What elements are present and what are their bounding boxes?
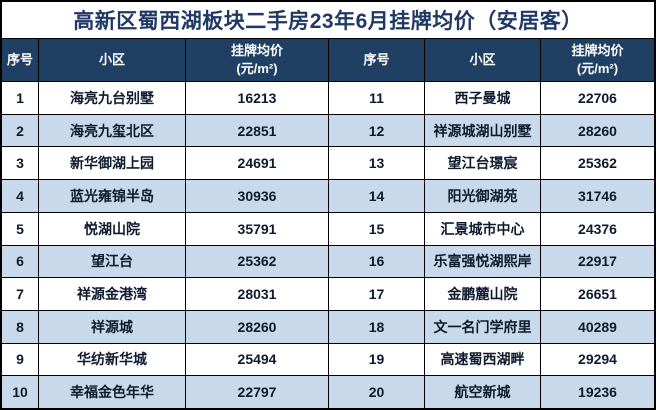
community-name: 望江台璟宸 xyxy=(424,146,540,180)
community-name: 祥源城 xyxy=(38,309,185,343)
price-value: 28260 xyxy=(185,309,328,343)
price-value: 25362 xyxy=(185,244,328,278)
row-number: 2 xyxy=(2,113,38,147)
table-row: 9 华纺新华城 25494 19 高速蜀西湖畔 29294 xyxy=(2,342,654,376)
row-number: 17 xyxy=(328,277,424,310)
header-price-line1: 挂牌均价 xyxy=(230,42,283,58)
price-value: 22917 xyxy=(540,244,654,278)
header-community-left: 小区 xyxy=(38,38,185,81)
row-number: 16 xyxy=(328,244,424,278)
row-number: 4 xyxy=(2,179,38,212)
community-name: 乐富强悦湖熙岸 xyxy=(424,244,540,278)
community-name: 高速蜀西湖畔 xyxy=(424,342,540,376)
community-name: 幸福金色年华 xyxy=(38,375,185,408)
price-value: 40289 xyxy=(540,309,654,343)
table-row: 7 祥源金港湾 28031 17 金鹏麓山院 26651 xyxy=(2,277,654,310)
row-number: 18 xyxy=(328,309,424,343)
row-number: 7 xyxy=(2,277,38,310)
table-row: 8 祥源城 28260 18 文一名门学府里 40289 xyxy=(2,309,654,343)
table-row: 1 海亮九台别墅 16213 11 西子曼城 22706 xyxy=(2,81,654,114)
price-value: 35791 xyxy=(185,211,328,245)
header-price-line2: (元/m²) xyxy=(576,61,619,76)
table-row: 2 海亮九玺北区 22851 12 祥源城湖山别墅 28260 xyxy=(2,113,654,147)
row-number: 11 xyxy=(328,81,424,114)
community-name: 祥源城湖山别墅 xyxy=(424,113,540,147)
header-price-line2: (元/m²) xyxy=(236,61,278,76)
price-value: 29294 xyxy=(540,342,654,376)
community-name: 阳光御湖苑 xyxy=(424,179,540,212)
header-price-left: 挂牌均价 (元/m²) xyxy=(185,38,328,81)
price-value: 28260 xyxy=(540,113,654,147)
row-number: 12 xyxy=(328,113,424,147)
community-name: 海亮九玺北区 xyxy=(38,113,185,147)
community-name: 悦湖山院 xyxy=(38,211,185,245)
price-value: 25494 xyxy=(185,342,328,376)
row-number: 3 xyxy=(2,146,38,180)
price-value: 22851 xyxy=(185,113,328,147)
community-name: 西子曼城 xyxy=(424,81,540,114)
community-name: 祥源金港湾 xyxy=(38,277,185,310)
price-value: 16213 xyxy=(185,81,328,114)
row-number: 1 xyxy=(2,81,38,114)
community-name: 航空新城 xyxy=(424,375,540,408)
price-value: 22706 xyxy=(540,81,654,114)
community-name: 新华御湖上园 xyxy=(38,146,185,180)
header-index-left: 序号 xyxy=(2,38,38,81)
price-value: 26651 xyxy=(540,277,654,310)
price-value: 25362 xyxy=(540,146,654,180)
header-index-right: 序号 xyxy=(328,38,424,81)
community-name: 海亮九台别墅 xyxy=(38,81,185,114)
row-number: 10 xyxy=(2,375,38,408)
header-price-line1: 挂牌均价 xyxy=(571,42,624,58)
community-name: 金鹏麓山院 xyxy=(424,277,540,310)
row-number: 19 xyxy=(328,342,424,376)
row-number: 9 xyxy=(2,342,38,376)
price-value: 30936 xyxy=(185,179,328,212)
price-value: 28031 xyxy=(185,277,328,310)
row-number: 15 xyxy=(328,211,424,245)
row-number: 8 xyxy=(2,309,38,343)
community-name: 望江台 xyxy=(38,244,185,278)
community-name: 汇景城市中心 xyxy=(424,211,540,245)
table-body: 1 海亮九台别墅 16213 11 西子曼城 22706 2 海亮九玺北区 22… xyxy=(2,81,654,408)
community-name: 蓝光雍锦半岛 xyxy=(38,179,185,212)
community-name: 华纺新华城 xyxy=(38,342,185,376)
table-row: 3 新华御湖上园 24691 13 望江台璟宸 25362 xyxy=(2,146,654,180)
table-row: 4 蓝光雍锦半岛 30936 14 阳光御湖苑 31746 xyxy=(2,179,654,212)
row-number: 13 xyxy=(328,146,424,180)
table-row: 10 幸福金色年华 22797 20 航空新城 19236 xyxy=(2,375,654,408)
table-row: 6 望江台 25362 16 乐富强悦湖熙岸 22917 xyxy=(2,244,654,278)
price-value: 24376 xyxy=(540,211,654,245)
row-number: 20 xyxy=(328,375,424,408)
row-number: 14 xyxy=(328,179,424,212)
price-value: 22797 xyxy=(185,375,328,408)
header-price-right: 挂牌均价 (元/m²) xyxy=(540,38,654,81)
price-value: 24691 xyxy=(185,146,328,180)
page-title: 高新区蜀西湖板块二手房23年6月挂牌均价（安居客） xyxy=(73,10,583,33)
row-number: 5 xyxy=(2,211,38,245)
table-row: 5 悦湖山院 35791 15 汇景城市中心 24376 xyxy=(2,211,654,245)
header-community-right: 小区 xyxy=(424,38,540,81)
community-name: 文一名门学府里 xyxy=(424,309,540,343)
table-header-row: 序号 小区 挂牌均价 (元/m²) 序号 小区 挂牌均价 (元/m²) xyxy=(2,38,654,81)
price-value: 19236 xyxy=(540,375,654,408)
row-number: 6 xyxy=(2,244,38,278)
price-value: 31746 xyxy=(540,179,654,212)
